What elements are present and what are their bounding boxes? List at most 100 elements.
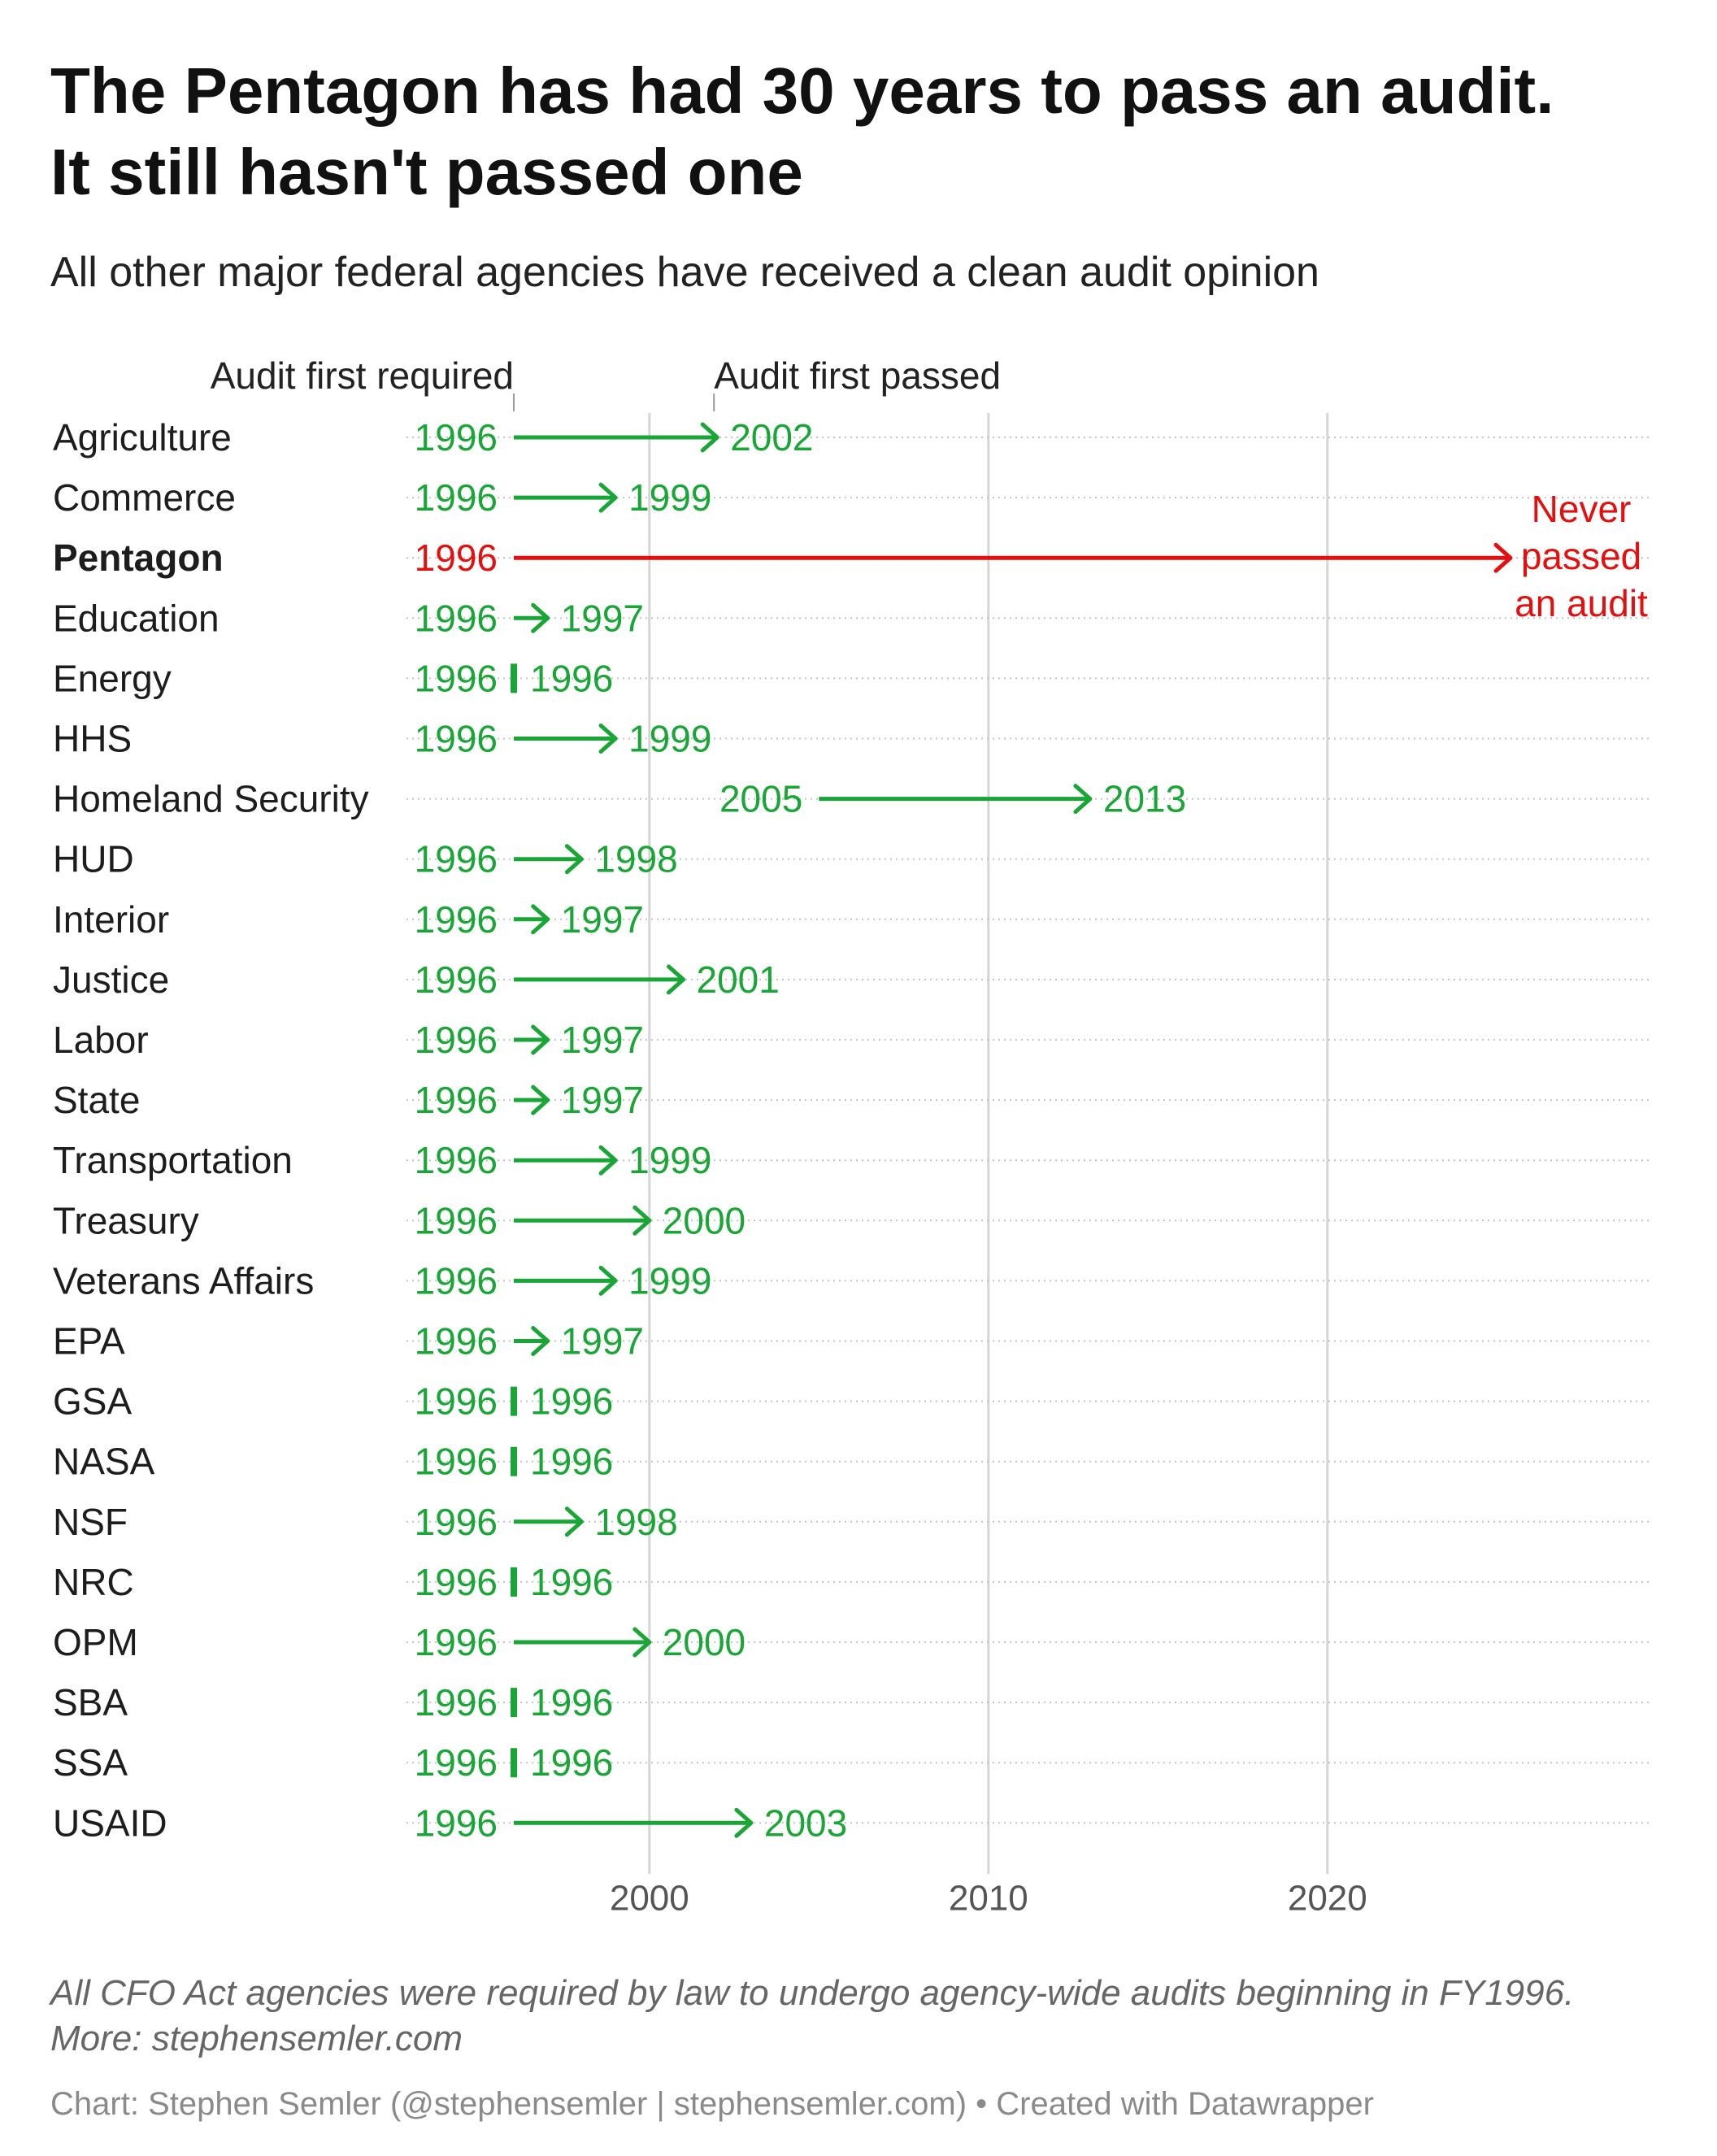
chart-credit: Chart: Stephen Semler (@stephensemler | … — [50, 2086, 1374, 2122]
chart-notes: All CFO Act agencies were required by la… — [50, 1971, 1574, 2062]
notes-line-2: More: stephensemler.com — [50, 2019, 463, 2058]
arrow-head — [1493, 542, 1513, 573]
required-year-label: 1996 — [415, 1621, 498, 1663]
passed-year-label: 1997 — [561, 1079, 644, 1121]
agency-label: GSA — [53, 1380, 132, 1423]
passed-year-label: 2002 — [730, 416, 813, 459]
passed-year-label: 1999 — [628, 1259, 711, 1302]
arrow-head — [564, 844, 584, 875]
passed-year-label: 1999 — [628, 476, 711, 519]
arrow-head — [531, 904, 550, 935]
arrow-head — [632, 1205, 652, 1236]
arrow-head — [531, 602, 550, 633]
agency-label: Pentagon — [53, 537, 224, 579]
required-year-label: 1996 — [415, 1681, 498, 1723]
notes-line-1: All CFO Act agencies were required by la… — [50, 1973, 1575, 2013]
agency-label: NRC — [53, 1561, 134, 1603]
chart-subtitle: All other major federal agencies have re… — [50, 249, 1319, 296]
required-year-label: 1996 — [415, 1079, 498, 1121]
header-required: Audit first required — [211, 354, 514, 397]
header-passed: Audit first passed — [714, 354, 1001, 397]
required-year-label: 1996 — [415, 898, 498, 941]
agency-label: Interior — [53, 898, 169, 941]
passed-year-label: 2013 — [1103, 778, 1186, 820]
arrow-head — [531, 1326, 550, 1356]
arrow-head — [598, 1145, 618, 1176]
passed-year-label: 1999 — [628, 718, 711, 760]
arrow-head — [1073, 784, 1093, 815]
required-year-label: 1996 — [415, 476, 498, 519]
required-year-label: 1996 — [415, 958, 498, 1001]
required-year-label: 1996 — [415, 1501, 498, 1543]
required-year-label: 1996 — [415, 537, 498, 579]
chart-title: The Pentagon has had 30 years to pass an… — [50, 50, 1676, 213]
arrow-range-chart: Audit first required Audit first passed A… — [53, 354, 1650, 1919]
x-tick-label-2010: 2010 — [949, 1879, 1028, 1919]
required-year-label: 1996 — [415, 1320, 498, 1363]
required-year-label: 1996 — [415, 1199, 498, 1241]
required-year-label: 1996 — [415, 657, 498, 699]
agency-label: HHS — [53, 718, 132, 760]
required-year-label: 1996 — [415, 1441, 498, 1483]
agency-label: OPM — [53, 1621, 138, 1663]
agency-label: Treasury — [53, 1199, 199, 1241]
arrow-marks — [511, 422, 1513, 1838]
required-year-label: 1996 — [415, 1139, 498, 1181]
required-year-label: 1996 — [415, 1802, 498, 1844]
passed-year-label: 1997 — [561, 898, 644, 941]
passed-year-label: 1997 — [561, 1320, 644, 1363]
arrow-head — [667, 964, 685, 995]
passed-year-label: 2000 — [663, 1621, 745, 1663]
passed-year-label: 1998 — [594, 838, 677, 880]
agency-label: Transportation — [53, 1139, 293, 1181]
never-passed-label: passed — [1521, 535, 1641, 577]
arrow-head — [598, 724, 618, 754]
agency-label: NASA — [53, 1441, 155, 1483]
gridlines — [648, 413, 1329, 1874]
agency-label: Energy — [53, 657, 172, 699]
chart-title-line-2: It still hasn't passed one — [50, 136, 803, 208]
x-tick-label-2000: 2000 — [610, 1879, 689, 1919]
never-passed-label: Never — [1532, 488, 1632, 530]
passed-year-label: 1996 — [530, 1741, 613, 1784]
arrow-head — [598, 1265, 618, 1296]
column-headers: Audit first required Audit first passed — [211, 354, 1001, 411]
passed-year-label: 1996 — [530, 657, 613, 699]
required-year-label: 1996 — [415, 1380, 498, 1423]
agency-label: HUD — [53, 838, 134, 880]
passed-year-label: 1996 — [530, 1561, 613, 1603]
required-year-label: 1996 — [415, 1019, 498, 1061]
agency-label: SBA — [53, 1681, 128, 1723]
passed-year-label: 1997 — [561, 1019, 644, 1061]
agency-label: Veterans Affairs — [53, 1259, 314, 1302]
required-year-label: 1996 — [415, 597, 498, 639]
agency-label: EPA — [53, 1320, 125, 1363]
required-year-label: 1996 — [415, 838, 498, 880]
required-year-label: 1996 — [415, 1741, 498, 1784]
agency-label: SSA — [53, 1741, 128, 1784]
required-year-label: 2005 — [719, 778, 802, 820]
arrow-head — [632, 1627, 652, 1658]
passed-year-label: 2000 — [663, 1199, 745, 1241]
agency-label: Commerce — [53, 476, 236, 519]
passed-year-label: 1996 — [530, 1441, 613, 1483]
x-tick-label-2020: 2020 — [1288, 1879, 1367, 1919]
agency-label: Education — [53, 597, 220, 639]
required-year-label: 1996 — [415, 718, 498, 760]
agency-label: USAID — [53, 1802, 167, 1844]
passed-year-label: 1996 — [530, 1681, 613, 1723]
agency-label: Agriculture — [53, 416, 232, 459]
never-passed-label: an audit — [1515, 582, 1648, 624]
arrow-head — [734, 1807, 754, 1838]
arrow-head — [531, 1085, 550, 1115]
agency-label: State — [53, 1079, 140, 1121]
x-axis: 2000 2010 2020 — [610, 1879, 1367, 1919]
agency-label: Homeland Security — [53, 778, 369, 820]
value-labels: Agriculture 1996 2002 Commerce 1996 1999 Penta… — [53, 416, 1648, 1844]
required-year-label: 1996 — [415, 1259, 498, 1302]
arrow-head — [700, 422, 719, 453]
arrow-head — [598, 482, 618, 513]
required-year-label: 1996 — [415, 1561, 498, 1603]
arrow-head — [531, 1024, 550, 1055]
passed-year-label: 1999 — [628, 1139, 711, 1181]
